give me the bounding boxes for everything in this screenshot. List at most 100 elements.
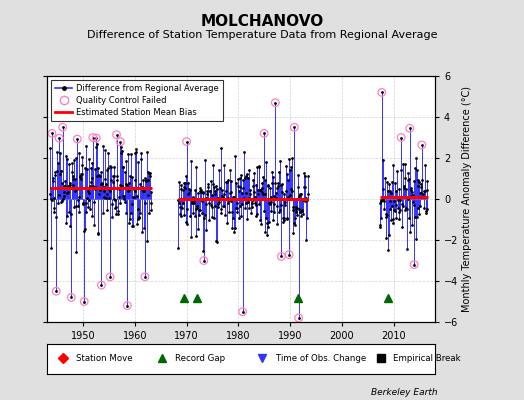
Point — [392, 188, 400, 194]
Point — [191, 206, 200, 212]
Point — [70, 204, 79, 210]
Point — [297, 213, 305, 220]
Point — [61, 183, 69, 190]
Point — [190, 197, 199, 204]
Point — [230, 196, 238, 202]
Point — [303, 197, 311, 203]
Point — [255, 163, 264, 170]
Point — [217, 186, 226, 193]
Point — [406, 125, 414, 132]
Point — [111, 204, 119, 211]
Point — [138, 186, 147, 192]
Point — [397, 224, 406, 231]
Point — [77, 176, 85, 182]
Point — [401, 174, 410, 181]
Point — [293, 211, 301, 218]
Point — [421, 188, 430, 194]
Point — [285, 252, 293, 258]
Point — [143, 238, 151, 244]
Point — [105, 195, 113, 202]
Point — [229, 194, 237, 200]
Point — [48, 197, 57, 203]
Point — [252, 202, 260, 208]
Point — [133, 193, 141, 200]
Point — [399, 182, 408, 189]
Point — [185, 190, 193, 197]
Point — [411, 213, 420, 220]
Point — [196, 188, 204, 194]
Point — [213, 203, 222, 210]
Point — [204, 184, 212, 190]
Point — [96, 169, 105, 176]
Point — [378, 89, 386, 96]
Point — [247, 196, 255, 202]
Point — [67, 294, 75, 301]
Point — [95, 173, 104, 179]
Point — [96, 186, 104, 193]
Point — [117, 144, 125, 150]
Point — [106, 163, 115, 170]
Point — [184, 180, 192, 186]
Point — [201, 227, 210, 234]
Point — [238, 201, 246, 207]
Point — [302, 195, 310, 202]
Point — [80, 228, 88, 234]
Point — [179, 199, 187, 206]
Point — [207, 201, 215, 208]
Point — [275, 169, 283, 175]
Point — [411, 155, 420, 161]
Point — [261, 190, 270, 197]
Point — [407, 187, 416, 193]
Point — [139, 188, 148, 194]
Point — [100, 188, 108, 194]
Point — [99, 210, 107, 216]
Point — [301, 173, 310, 180]
Point — [180, 180, 189, 186]
Point — [75, 194, 84, 201]
Point — [246, 187, 254, 193]
Point — [74, 149, 83, 156]
Point — [69, 176, 77, 182]
Point — [419, 194, 427, 200]
Point — [405, 214, 413, 221]
Point — [110, 163, 118, 170]
Point — [53, 185, 62, 192]
Point — [269, 193, 278, 199]
Point — [271, 100, 279, 106]
Point — [376, 222, 385, 228]
Point — [386, 198, 395, 204]
Point — [223, 199, 232, 206]
Point — [238, 308, 247, 315]
Point — [259, 174, 267, 180]
Point — [191, 187, 200, 193]
Point — [202, 201, 211, 207]
Point — [139, 176, 147, 183]
Point — [278, 189, 287, 195]
Point — [146, 207, 155, 213]
Point — [272, 202, 281, 209]
Point — [116, 200, 124, 207]
Point — [388, 203, 396, 209]
Point — [269, 217, 277, 223]
Point — [294, 184, 302, 190]
Point — [257, 220, 265, 227]
Point — [58, 198, 67, 204]
Point — [50, 204, 58, 211]
Point — [297, 191, 305, 197]
Point — [85, 156, 94, 162]
Point — [278, 181, 286, 187]
Point — [232, 205, 240, 211]
Point — [409, 199, 418, 206]
Point — [396, 206, 405, 213]
Point — [227, 198, 235, 204]
Point — [220, 203, 228, 209]
Point — [230, 228, 238, 235]
Point — [49, 178, 57, 184]
Point — [129, 223, 137, 229]
Point — [270, 201, 279, 207]
Point — [418, 142, 426, 148]
Point — [84, 188, 92, 194]
Point — [215, 166, 223, 173]
Point — [302, 215, 311, 222]
Point — [238, 308, 247, 315]
